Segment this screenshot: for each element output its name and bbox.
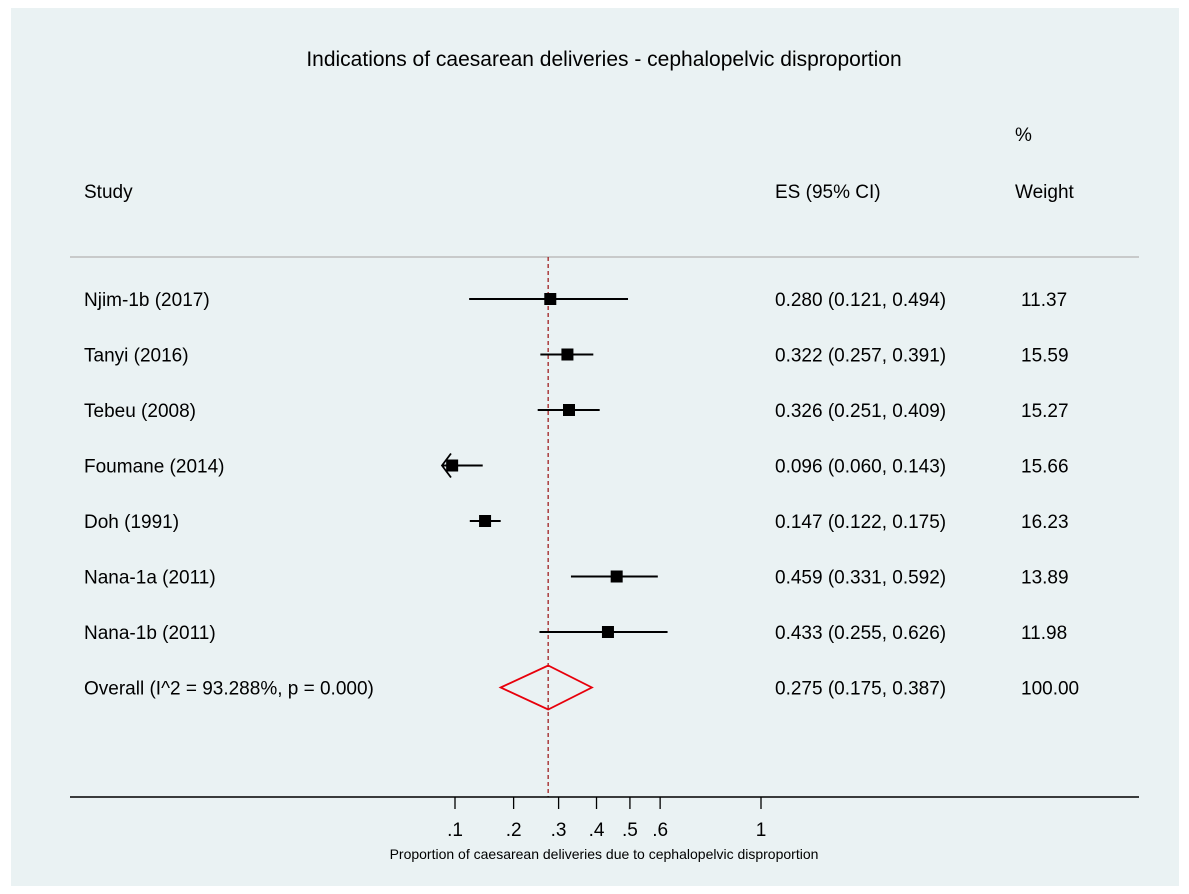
x-axis-label: Proportion of caesarean deliveries due t… <box>390 846 819 862</box>
study-5-weight: 13.89 <box>1021 568 1069 589</box>
study-3-label: Foumane (2014) <box>84 457 224 478</box>
study-4-weight: 16.23 <box>1021 512 1069 533</box>
study-0-es-text: 0.280 (0.121, 0.494) <box>775 290 946 311</box>
study-1-point <box>561 348 574 361</box>
x-tick-label-2: .3 <box>551 820 567 841</box>
study-2-weight: 15.27 <box>1021 401 1069 422</box>
study-3-es-text: 0.096 (0.060, 0.143) <box>775 457 946 478</box>
study-4-es-text: 0.147 (0.122, 0.175) <box>775 512 946 533</box>
study-3-ci-arrow <box>440 452 452 479</box>
study-0-label: Njim-1b (2017) <box>84 290 210 311</box>
study-3-weight: 15.66 <box>1021 457 1069 478</box>
study-4-label: Doh (1991) <box>84 512 179 533</box>
x-tick-label-4: .5 <box>622 820 638 841</box>
study-2-es-text: 0.326 (0.251, 0.409) <box>775 401 946 422</box>
study-1-weight: 15.59 <box>1021 346 1069 367</box>
study-4-point <box>479 515 492 527</box>
study-0-point <box>544 293 557 305</box>
overall-label: Overall (I^2 = 93.288%, p = 0.000) <box>84 679 374 700</box>
x-tick-label-0: .1 <box>447 820 463 841</box>
study-6-point <box>601 626 614 638</box>
x-tick-label-5: .6 <box>652 820 668 841</box>
x-tick-label-6: 1 <box>756 820 767 841</box>
study-5-label: Nana-1a (2011) <box>84 568 216 589</box>
x-tick-label-1: .2 <box>506 820 522 841</box>
study-0-weight: 11.37 <box>1021 290 1067 311</box>
study-6-weight: 11.98 <box>1021 623 1067 644</box>
x-axis-ticks: .1 .2 .3 .4 .5 .6 1 <box>447 797 766 841</box>
study-3-point <box>446 459 459 472</box>
chart-title: Indications of caesarean deliveries - ce… <box>306 48 901 71</box>
study-header: Study <box>84 182 133 203</box>
study-2-label: Tebeu (2008) <box>84 401 196 422</box>
study-2-point <box>562 404 575 416</box>
weight-header-bottom: Weight <box>1015 182 1075 203</box>
x-tick-label-3: .4 <box>589 820 605 841</box>
es-header: ES (95% CI) <box>775 182 881 203</box>
plot-panel <box>11 8 1179 886</box>
overall-es-text: 0.275 (0.175, 0.387) <box>775 679 946 700</box>
study-5-point <box>610 570 623 583</box>
weight-header-top: % <box>1015 125 1032 146</box>
study-5-es-text: 0.459 (0.331, 0.592) <box>775 568 946 589</box>
study-1-es-text: 0.322 (0.257, 0.391) <box>775 346 946 367</box>
overall-diamond <box>498 664 594 711</box>
study-6-es-text: 0.433 (0.255, 0.626) <box>775 623 946 644</box>
study-rows: Njim-1b (2017) 0.280 (0.121, 0.494) 11.37 T… <box>84 290 1079 700</box>
study-1-label: Tanyi (2016) <box>84 346 189 367</box>
study-6-label: Nana-1b (2011) <box>84 623 216 644</box>
overall-weight: 100.00 <box>1021 679 1079 700</box>
plot-marks <box>440 257 668 797</box>
